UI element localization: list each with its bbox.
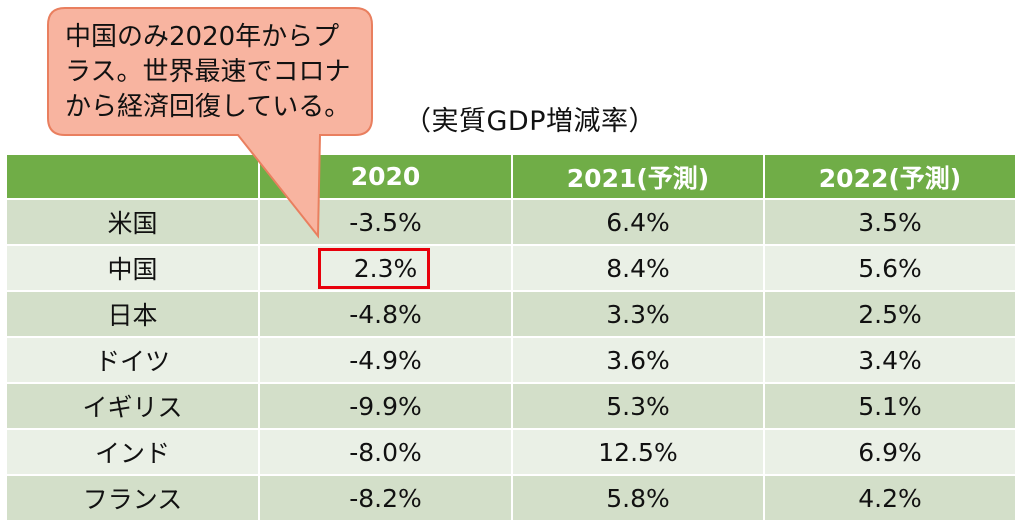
country-cell: ドイツ	[5, 336, 260, 384]
callout-line: から経済回復している。	[65, 92, 351, 122]
header-country	[5, 153, 260, 200]
value-2022: 4.2%	[763, 474, 1017, 522]
value-2021: 12.5%	[511, 428, 765, 476]
country-cell: インド	[5, 428, 260, 476]
value-2022: 3.4%	[763, 336, 1017, 384]
value-2021: 6.4%	[511, 198, 765, 246]
value-2020: -4.9%	[258, 336, 513, 384]
highlight-box	[318, 248, 430, 289]
table-row: ドイツ -4.9% 3.6% 3.4%	[5, 336, 1017, 384]
callout-line: ラス。世界最速でコロナ	[65, 57, 351, 87]
table-row: フランス -8.2% 5.8% 4.2%	[5, 474, 1017, 522]
country-cell: 日本	[5, 290, 260, 338]
value-2021: 8.4%	[511, 244, 765, 292]
gdp-table: 2020 2021(予測) 2022(予測) 米国 -3.5% 6.4% 3.5…	[5, 153, 1017, 522]
callout-line: 中国のみ2020年からプ	[65, 22, 340, 52]
country-cell: フランス	[5, 474, 260, 522]
value-2021: 3.3%	[511, 290, 765, 338]
value-2020: 2.3%	[353, 253, 418, 283]
value-2021: 3.6%	[511, 336, 765, 384]
callout-text: 中国のみ2020年からプ ラス。世界最速でコロナ から経済回復している。	[65, 20, 365, 125]
value-2022: 5.6%	[763, 244, 1017, 292]
value-2020: -4.8%	[258, 290, 513, 338]
value-2022: 2.5%	[763, 290, 1017, 338]
country-cell: 米国	[5, 198, 260, 246]
table-row: イギリス -9.9% 5.3% 5.1%	[5, 382, 1017, 430]
value-2021: 5.8%	[511, 474, 765, 522]
header-2020: 2020	[258, 153, 513, 200]
table-row: 日本 -4.8% 3.3% 2.5%	[5, 290, 1017, 338]
header-2021: 2021(予測)	[511, 153, 765, 200]
value-2022: 5.1%	[763, 382, 1017, 430]
table-row: インド -8.0% 12.5% 6.9%	[5, 428, 1017, 476]
value-2020: -3.5%	[258, 198, 513, 246]
table-header-row: 2020 2021(予測) 2022(予測)	[5, 153, 1017, 200]
value-2020: -8.0%	[258, 428, 513, 476]
country-cell: イギリス	[5, 382, 260, 430]
country-cell: 中国	[5, 244, 260, 292]
table-row: 米国 -3.5% 6.4% 3.5%	[5, 198, 1017, 246]
header-2022: 2022(予測)	[763, 153, 1017, 200]
value-2020-highlighted: 2.3%	[258, 244, 513, 292]
unit-label: （実質GDP増減率）	[404, 106, 656, 137]
value-2021: 5.3%	[511, 382, 765, 430]
value-2022: 6.9%	[763, 428, 1017, 476]
table-row: 中国 2.3% 8.4% 5.6%	[5, 244, 1017, 292]
value-2022: 3.5%	[763, 198, 1017, 246]
value-2020: -9.9%	[258, 382, 513, 430]
value-2020: -8.2%	[258, 474, 513, 522]
